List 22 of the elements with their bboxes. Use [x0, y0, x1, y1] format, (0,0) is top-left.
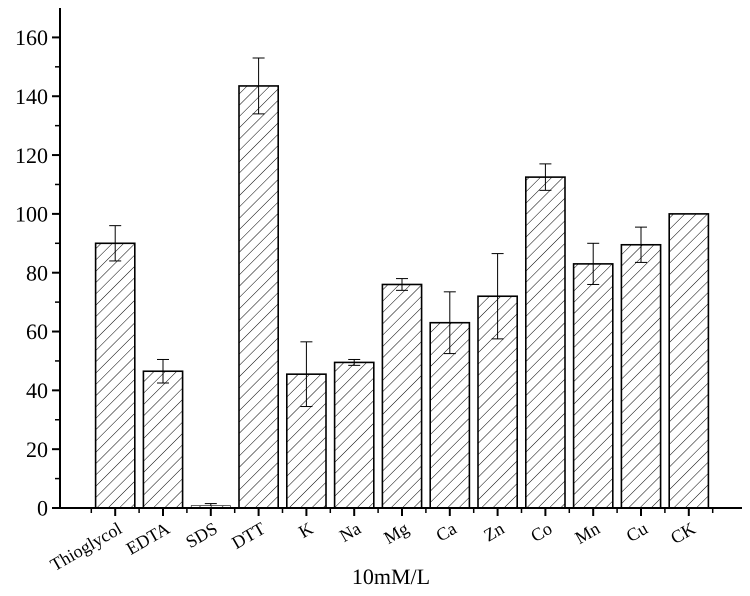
- x-tick-label: EDTA: [122, 518, 173, 559]
- x-tick-label: Na: [336, 518, 364, 546]
- x-tick-label: SDS: [182, 518, 221, 552]
- y-tick-label: 60: [26, 319, 48, 344]
- x-tick-label: Cu: [622, 518, 651, 546]
- x-tick-label: Mn: [572, 518, 604, 548]
- x-tick-label: Mg: [380, 518, 412, 548]
- x-tick-label: CK: [667, 518, 699, 548]
- y-tick-label: 140: [15, 84, 48, 109]
- y-tick-label: 160: [15, 25, 48, 50]
- x-axis-title: 10mM/L: [352, 564, 430, 589]
- x-tick-label: K: [295, 518, 316, 542]
- x-tick-label: DTT: [228, 518, 269, 553]
- y-tick-label: 20: [26, 436, 48, 462]
- y-tick-label: 40: [26, 378, 48, 404]
- y-tick-label: 0: [37, 496, 48, 521]
- x-tick-label: Co: [527, 518, 556, 546]
- y-tick-label: 120: [15, 142, 48, 168]
- y-tick-label: 100: [15, 202, 48, 227]
- y-tick-label: 80: [26, 260, 48, 286]
- x-tick-label: Zn: [480, 518, 508, 546]
- x-tick-label: Ca: [432, 518, 460, 546]
